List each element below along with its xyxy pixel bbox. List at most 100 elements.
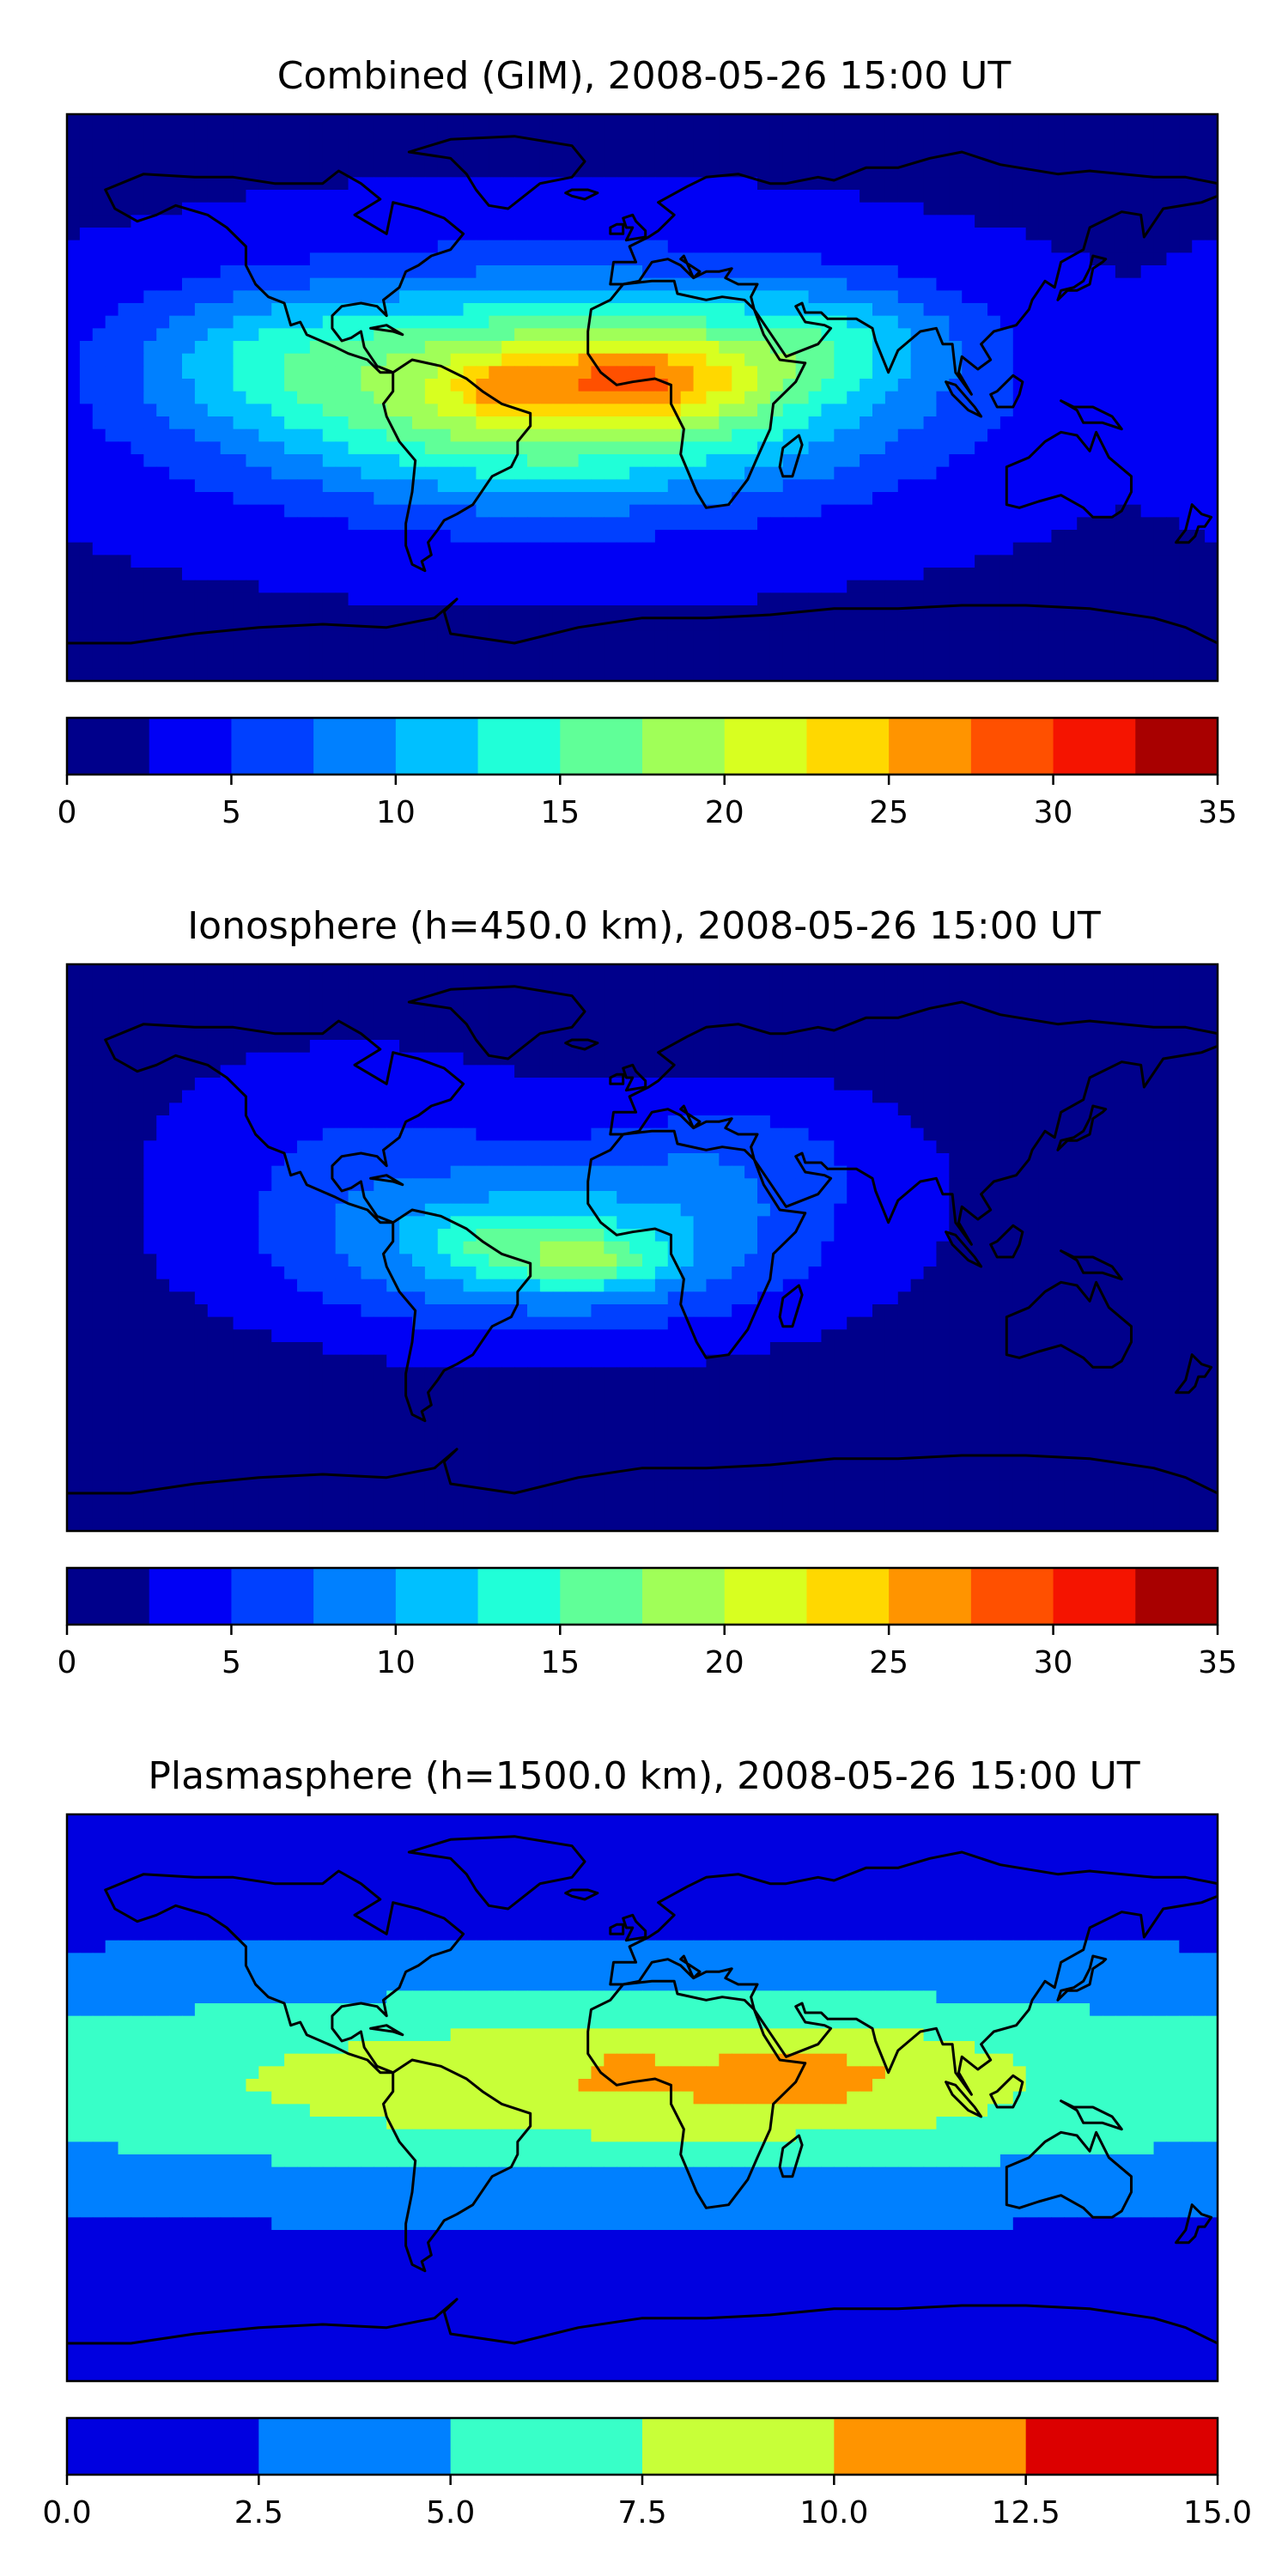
- field-cell: [437, 976, 452, 990]
- field-cell: [604, 517, 617, 531]
- field-cell: [667, 568, 682, 581]
- field-cell: [834, 126, 848, 140]
- field-cell: [476, 555, 489, 568]
- colorbar-tick-label: 30: [1034, 795, 1073, 830]
- field-cell: [1115, 366, 1129, 380]
- field-cell: [1166, 139, 1180, 153]
- field-cell: [220, 630, 234, 644]
- field-cell: [604, 504, 617, 518]
- field-cell: [1179, 976, 1193, 990]
- field-cell: [143, 126, 157, 140]
- field-cell: [860, 617, 873, 631]
- field-cell: [897, 114, 912, 128]
- field-cell: [105, 1052, 119, 1066]
- field-cell: [1115, 391, 1129, 404]
- field-cell: [910, 1052, 925, 1066]
- field-cell: [552, 643, 567, 657]
- field-cell: [118, 379, 132, 392]
- field-cell: [667, 428, 682, 442]
- field-cell: [1166, 328, 1180, 342]
- field-cell: [808, 1002, 823, 1016]
- field-cell: [386, 517, 400, 531]
- field-cell: [552, 290, 567, 304]
- field-cell: [361, 555, 374, 568]
- field-cell: [795, 492, 810, 506]
- field-cell: [131, 416, 144, 430]
- field-cell: [476, 228, 489, 241]
- field-cell: [131, 428, 144, 442]
- field-cell: [949, 517, 963, 531]
- field-cell: [450, 1052, 465, 1066]
- field-cell: [604, 164, 617, 178]
- field-cell: [271, 964, 285, 978]
- field-cell: [309, 379, 324, 392]
- field-cell: [67, 568, 81, 581]
- field-cell: [424, 164, 439, 178]
- field-cell: [847, 215, 860, 228]
- field-cell: [220, 126, 234, 140]
- field-cell: [1179, 466, 1193, 480]
- field-cell: [821, 466, 835, 480]
- field-cell: [706, 530, 720, 544]
- field-cell: [591, 630, 605, 644]
- field-cell: [1153, 428, 1168, 442]
- field-cell: [424, 1065, 439, 1078]
- field-cell: [1192, 454, 1206, 468]
- field-cell: [348, 252, 362, 266]
- field-cell: [834, 428, 848, 442]
- field-cell: [578, 341, 592, 355]
- field-cell: [808, 1040, 823, 1054]
- field-cell: [450, 466, 465, 480]
- field-cell: [437, 964, 452, 978]
- field-cell: [118, 1078, 132, 1091]
- field-cell: [872, 568, 886, 581]
- field-cell: [67, 126, 81, 140]
- field-cell: [297, 290, 311, 304]
- field-cell: [437, 315, 452, 329]
- field-cell: [1166, 466, 1180, 480]
- field-cell: [884, 341, 899, 355]
- field-cell: [884, 668, 899, 681]
- field-cell: [322, 290, 337, 304]
- field-cell: [437, 668, 452, 681]
- field-cell: [999, 568, 1014, 581]
- field-cell: [923, 605, 938, 619]
- field-cell: [374, 542, 387, 556]
- field-cell: [131, 391, 144, 404]
- field-cell: [424, 366, 439, 380]
- field-cell: [654, 114, 669, 128]
- field-cell: [514, 379, 528, 392]
- field-cell: [182, 441, 196, 455]
- field-cell: [897, 568, 912, 581]
- field-cell: [348, 1040, 362, 1054]
- field-cell: [169, 1027, 183, 1041]
- field-cell: [131, 479, 144, 493]
- field-cell: [667, 555, 682, 568]
- field-cell: [207, 630, 222, 644]
- field-cell: [975, 989, 988, 1003]
- field-cell: [975, 1078, 988, 1091]
- field-cell: [399, 655, 413, 669]
- field-cell: [361, 277, 374, 291]
- field-cell: [693, 353, 708, 367]
- field-cell: [962, 568, 975, 581]
- field-cell: [1153, 989, 1168, 1003]
- field-cell: [297, 240, 311, 253]
- field-cell: [667, 643, 682, 657]
- field-cell: [693, 139, 708, 153]
- field-cell: [476, 366, 489, 380]
- field-cell: [897, 592, 912, 606]
- field-cell: [118, 252, 132, 266]
- field-cell: [437, 428, 452, 442]
- field-cell: [1192, 416, 1206, 430]
- field-cell: [105, 303, 119, 317]
- field-cell: [987, 1065, 1001, 1078]
- field-cell: [92, 643, 106, 657]
- field-cell: [1038, 114, 1053, 128]
- field-cell: [604, 416, 617, 430]
- field-cell: [975, 454, 988, 468]
- field-cell: [629, 428, 643, 442]
- field-cell: [693, 517, 708, 531]
- field-cell: [361, 379, 374, 392]
- field-cell: [706, 568, 720, 581]
